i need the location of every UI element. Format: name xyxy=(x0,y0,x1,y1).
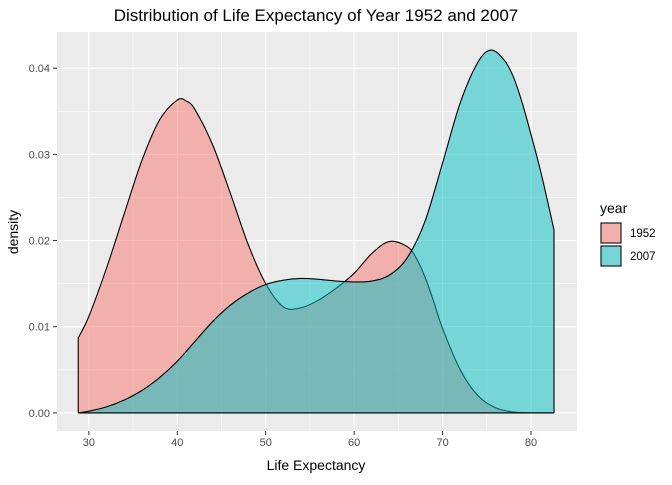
legend-label-2007: 2007 xyxy=(630,251,656,263)
density-outline-2007 xyxy=(78,49,555,414)
x-tick-label: 70 xyxy=(436,437,448,449)
density-area-2007 xyxy=(78,50,555,413)
x-axis: 30 40 50 60 70 80 xyxy=(83,431,537,449)
x-tick-label: 40 xyxy=(171,437,183,449)
y-tick-label: 0.01 xyxy=(29,322,50,334)
x-tick-label: 30 xyxy=(83,437,95,449)
y-tick-label: 0.00 xyxy=(29,408,50,420)
legend-swatch-1952 xyxy=(600,222,622,244)
legend-swatch-2007 xyxy=(600,245,622,267)
series-layer xyxy=(77,49,555,414)
legend-label-1952: 1952 xyxy=(630,228,656,240)
legend-title: year xyxy=(600,200,628,216)
y-tick-label: 0.04 xyxy=(29,63,50,75)
x-tick-label: 80 xyxy=(525,437,537,449)
legend-items: 1952 2007 xyxy=(600,222,656,267)
y-axis: 0.00 0.01 0.02 0.03 0.04 xyxy=(29,63,57,420)
legend: year 1952 2007 xyxy=(600,200,656,267)
chart-title: Distribution of Life Expectancy of Year … xyxy=(114,6,519,25)
x-axis-title: Life Expectancy xyxy=(267,457,366,473)
x-tick-label: 50 xyxy=(260,437,272,449)
y-tick-label: 0.03 xyxy=(29,149,50,161)
y-axis-title: density xyxy=(5,210,21,254)
x-tick-label: 60 xyxy=(348,437,360,449)
y-tick-label: 0.02 xyxy=(29,236,50,248)
